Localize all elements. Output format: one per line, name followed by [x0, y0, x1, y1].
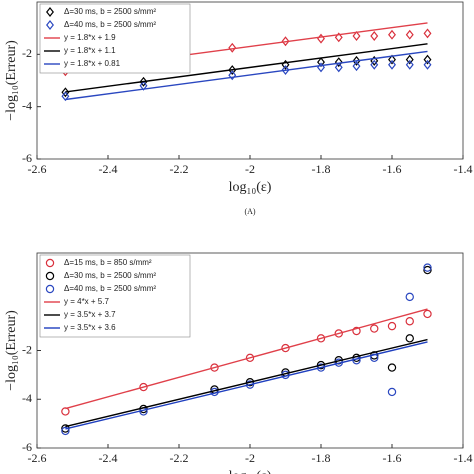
diamond-marker [281, 36, 290, 47]
x-tick-label: -2.4 [99, 162, 118, 176]
legend-label: Δ=15 ms, b = 850 s/mm² [64, 258, 152, 267]
legend-label: y = 1.8*x + 1.1 [64, 46, 116, 55]
legend: Δ=15 ms, b = 850 s/mm² Δ=30 ms, b = 2500 … [39, 254, 191, 338]
circle-marker [316, 334, 326, 343]
x-tick-label: -1.4 [454, 451, 473, 465]
circle-marker [387, 363, 397, 372]
diamond-marker [228, 42, 237, 53]
legend-swatch [46, 20, 54, 30]
diamond-marker [370, 55, 379, 66]
fit-line [65, 43, 428, 93]
x-tick-label: -1.4 [454, 162, 473, 176]
diamond-marker [405, 59, 414, 70]
fit-line [65, 338, 428, 428]
x-tick-label: -1.6 [383, 451, 402, 465]
circle-marker [405, 292, 414, 302]
diamond-marker [388, 54, 396, 65]
diamond-marker [334, 32, 343, 43]
y-tick-label: -2 [22, 46, 32, 60]
diamond-marker [61, 91, 70, 102]
fit-line [65, 308, 428, 410]
diamond-marker [423, 28, 432, 39]
y-axis-label: −log₁₀(Erreur) [4, 310, 19, 391]
fit-line [65, 50, 428, 101]
caption: (A) [244, 207, 255, 216]
legend-label: Δ=30 ms, b = 2500 s/mm² [64, 7, 156, 16]
diamond-marker [352, 55, 361, 66]
diamond-marker [370, 59, 379, 70]
circle-marker [139, 382, 148, 392]
diamond-marker [405, 54, 414, 65]
diamond-marker [334, 57, 343, 68]
circle-marker [245, 353, 255, 363]
x-tick-label: -1.6 [383, 162, 402, 176]
y-tick-label: -2 [22, 342, 32, 356]
circle-marker [281, 343, 290, 353]
circle-marker [316, 360, 326, 370]
diamond-marker [423, 59, 432, 70]
x-axis-label: log₁₀(ε) [229, 180, 272, 195]
x-tick-label: -2 [245, 162, 255, 176]
x-tick-label: -2.6 [28, 451, 47, 465]
x-tick-label: -2 [245, 451, 255, 465]
circle-marker [352, 326, 361, 336]
diamond-marker [139, 76, 148, 87]
y-tick-label: -6 [22, 440, 32, 454]
x-tick-label: -1.8 [312, 451, 331, 465]
x-tick-label: -2.4 [99, 451, 118, 465]
diamond-marker [228, 70, 237, 81]
diamond-marker [388, 29, 396, 40]
y-tick-label: -6 [22, 151, 32, 165]
circle-marker [334, 329, 343, 338]
legend-label: y = 1.8*x + 1.9 [64, 33, 116, 42]
circle-marker [405, 334, 414, 343]
circle-marker [387, 387, 397, 397]
x-tick-label: -2.6 [28, 162, 47, 176]
legend-label: Δ=40 ms, b = 2500 s/mm² [64, 20, 156, 29]
diamond-marker [352, 61, 361, 72]
legend-label: y = 1.8*x + 0.81 [64, 59, 121, 68]
x-tick-label: -2.2 [170, 451, 189, 465]
legend: Δ=30 ms, b = 2500 s/mm² Δ=40 ms, b = 2500… [39, 3, 191, 74]
y-tick-label: -4 [22, 391, 32, 405]
legend-swatch [46, 7, 54, 17]
diamond-marker [423, 54, 432, 65]
legend-swatch [45, 271, 55, 281]
circle-marker [245, 380, 255, 389]
legend-swatch [45, 258, 55, 268]
diamond-marker [352, 31, 361, 41]
diamond-marker [388, 59, 396, 70]
circle-marker [316, 363, 326, 372]
x-axis-label: log₁₀(ε) [229, 469, 272, 474]
fit-line [65, 341, 428, 430]
legend-label: y = 3.5*x + 3.7 [64, 310, 116, 319]
legend-label: Δ=40 ms, b = 2500 s/mm² [64, 284, 156, 293]
diamond-marker [370, 31, 379, 41]
circle-marker [210, 363, 219, 372]
x-tick-label: -2.2 [170, 162, 189, 176]
circle-marker [405, 317, 414, 326]
legend-swatch [45, 284, 55, 294]
circle-marker [61, 426, 70, 436]
circle-marker [423, 263, 432, 272]
legend-box [39, 254, 191, 338]
diamond-marker [405, 29, 414, 40]
circle-marker [423, 309, 432, 319]
legend-label: Δ=30 ms, b = 2500 s/mm² [64, 271, 156, 280]
diamond-marker [228, 65, 237, 75]
legend-label: y = 4*x + 5.7 [64, 297, 109, 306]
circle-marker [423, 265, 432, 275]
circle-marker [387, 321, 397, 331]
circle-marker [370, 324, 379, 333]
y-tick-label: -4 [22, 98, 32, 112]
diamond-marker [334, 62, 343, 73]
legend-box [39, 3, 191, 74]
legend-label: y = 3.5*x + 3.6 [64, 323, 116, 332]
y-axis-label: −log₁₀(Erreur) [4, 40, 19, 121]
x-tick-label: -1.8 [312, 162, 331, 176]
circle-marker [245, 377, 255, 387]
diamond-marker [281, 65, 290, 75]
